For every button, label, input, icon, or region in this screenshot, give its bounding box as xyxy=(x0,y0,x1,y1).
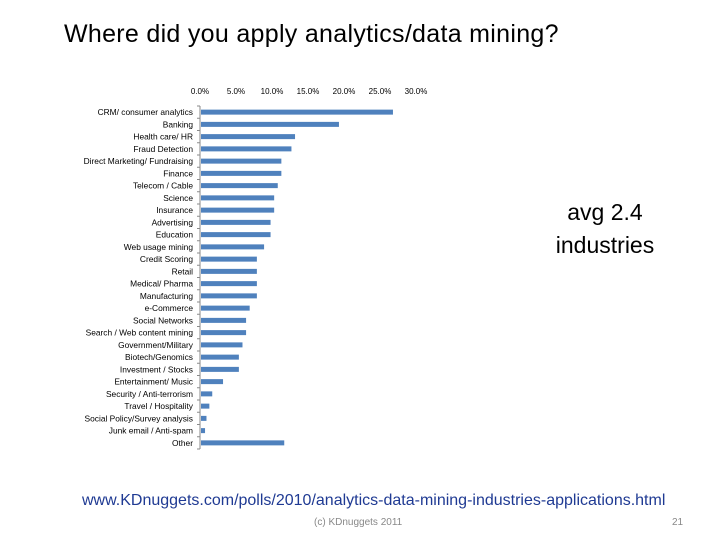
x-tick-label: 10.0% xyxy=(261,87,284,96)
category-label: e-Commerce xyxy=(145,303,194,313)
bar xyxy=(201,305,250,311)
bar xyxy=(201,342,243,348)
bar xyxy=(201,109,393,115)
x-tick-label: 0.0% xyxy=(191,87,209,96)
bar xyxy=(201,134,296,140)
bar xyxy=(201,158,282,164)
x-tick-label: 25.0% xyxy=(369,87,392,96)
bar xyxy=(201,195,275,201)
category-label: Search / Web content mining xyxy=(86,328,194,338)
slide-title: Where did you apply analytics/data minin… xyxy=(64,20,559,48)
bar xyxy=(201,440,285,446)
category-label: Junk email / Anti-spam xyxy=(109,426,193,436)
bar xyxy=(201,354,239,360)
bar xyxy=(201,121,339,127)
category-label: Telecom / Cable xyxy=(133,181,193,191)
bar xyxy=(201,428,206,434)
bar xyxy=(201,415,207,421)
category-label: Credit Scoring xyxy=(140,254,193,264)
bar xyxy=(201,330,247,336)
bar xyxy=(201,232,271,238)
category-label: Social Policy/Survey analysis xyxy=(85,413,193,423)
category-label: Web usage mining xyxy=(124,242,194,252)
page-number: 21 xyxy=(672,517,684,528)
bar xyxy=(201,366,239,372)
bar xyxy=(201,403,210,409)
category-label: Medical/ Pharma xyxy=(130,279,193,289)
bar xyxy=(201,256,257,262)
category-label: Security / Anti-terrorism xyxy=(106,389,193,399)
category-label: Manufacturing xyxy=(140,291,193,301)
bar xyxy=(201,170,282,176)
callout-line-avg: avg 2.4 xyxy=(567,199,643,225)
footer-copyright: (c) KDnuggets 2011 xyxy=(314,517,403,528)
category-label: Insurance xyxy=(156,205,193,215)
bar xyxy=(201,317,247,323)
bar xyxy=(201,293,257,299)
bar xyxy=(201,207,275,213)
category-label: Banking xyxy=(163,119,194,129)
category-label: Health care/ HR xyxy=(133,132,193,142)
bar xyxy=(201,281,257,287)
bar xyxy=(201,183,278,189)
x-tick-label: 15.0% xyxy=(297,87,320,96)
x-tick-label: 30.0% xyxy=(405,87,428,96)
category-label: Science xyxy=(163,193,193,203)
average-callout: avg 2.4 industries xyxy=(530,196,680,262)
bar xyxy=(201,219,271,225)
category-label: Social Networks xyxy=(133,315,193,325)
source-url-link[interactable]: www.KDnuggets.com/polls/2010/analytics-d… xyxy=(82,492,666,509)
callout-line-industries: industries xyxy=(555,232,655,258)
x-tick-label: 5.0% xyxy=(227,87,245,96)
category-label: Advertising xyxy=(152,217,194,227)
category-label: Biotech/Genomics xyxy=(125,352,193,362)
bar xyxy=(201,379,224,385)
category-label: Investment / Stocks xyxy=(120,364,193,374)
bar xyxy=(201,146,292,152)
category-label: Travel / Hospitality xyxy=(124,401,193,411)
category-label: Government/Military xyxy=(118,340,194,350)
category-label: Entertainment/ Music xyxy=(114,377,193,387)
bar xyxy=(201,244,265,250)
category-label: Finance xyxy=(163,168,193,178)
category-label: Education xyxy=(156,230,194,240)
category-label: Other xyxy=(172,438,193,448)
category-label: Retail xyxy=(172,266,194,276)
bar xyxy=(201,268,257,274)
category-label: Fraud Detection xyxy=(133,144,193,154)
category-label: CRM/ consumer analytics xyxy=(98,107,193,117)
category-label: Direct Marketing/ Fundraising xyxy=(84,156,194,166)
x-tick-label: 20.0% xyxy=(333,87,356,96)
bar xyxy=(201,391,213,397)
